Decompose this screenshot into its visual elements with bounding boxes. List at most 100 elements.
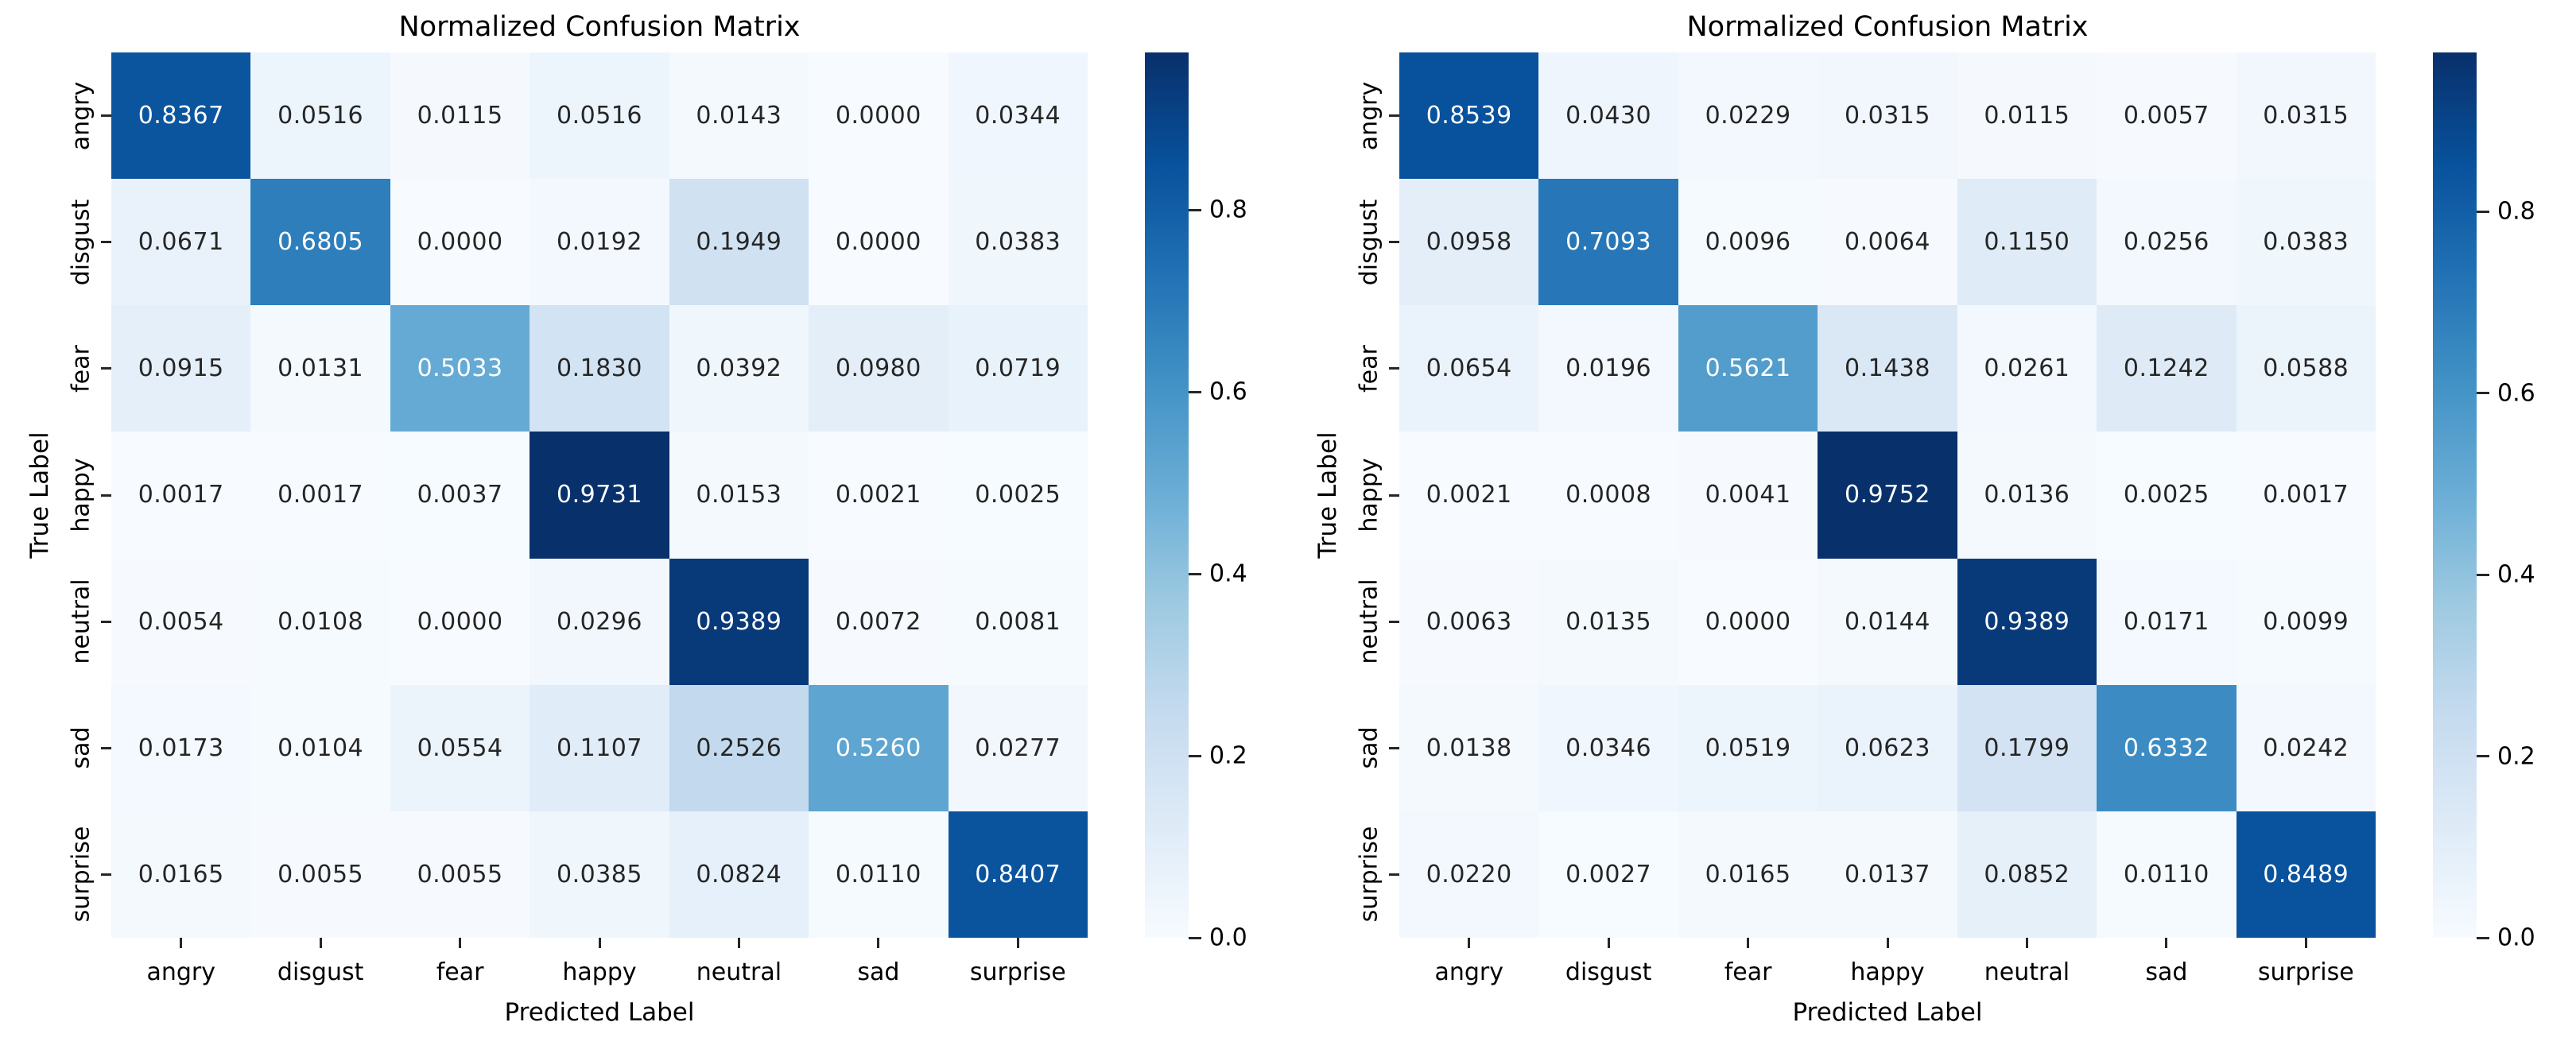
- chart-title: Normalized Confusion Matrix: [1686, 11, 2089, 43]
- heatmap-cell: 0.0017: [2236, 432, 2376, 559]
- heatmap-cell: 0.0021: [809, 432, 949, 559]
- x-tick-mark: [459, 938, 462, 948]
- x-tick-mark: [2165, 938, 2168, 948]
- y-tick-label: surprise: [1355, 826, 1383, 923]
- y-tick-mark: [101, 746, 111, 749]
- y-tick-mark: [101, 241, 111, 244]
- heatmap-cell: 0.8407: [948, 811, 1088, 938]
- heatmap-cell: 0.9752: [1818, 432, 1957, 559]
- heatmap-cell: 0.0000: [809, 179, 949, 306]
- x-tick-mark: [180, 938, 183, 948]
- heatmap-cell: 0.0081: [948, 558, 1088, 685]
- heatmap-cell: 0.0344: [948, 52, 1088, 180]
- heatmap-cell: 0.0008: [1538, 432, 1678, 559]
- x-tick-label: sad: [2145, 958, 2188, 986]
- colorbar-tick-label: 0.0: [2497, 923, 2535, 952]
- heatmap-cell: 0.0196: [1538, 305, 1678, 432]
- heatmap-cell: 0.0980: [809, 305, 949, 432]
- colorbar-tick-mark: [2477, 573, 2489, 576]
- x-tick-label: sad: [857, 958, 900, 986]
- heatmap-cell: 0.0383: [2236, 179, 2376, 306]
- heatmap-cell: 0.0315: [1818, 52, 1957, 180]
- y-tick-mark: [1389, 114, 1399, 118]
- colorbar-tick-mark: [1189, 754, 1201, 757]
- colorbar-tick-label: 0.6: [2497, 379, 2535, 408]
- y-tick-label: sad: [67, 726, 95, 769]
- colorbar-tick-mark: [1189, 390, 1201, 393]
- y-tick-label: fear: [67, 344, 95, 393]
- heatmap-cell: 0.6805: [250, 179, 390, 306]
- y-axis-label: True Label: [1313, 432, 1342, 559]
- colorbar-tick-mark: [1189, 936, 1201, 939]
- x-axis-label: Predicted Label: [1792, 998, 1983, 1027]
- heatmap-cell: 0.0654: [1399, 305, 1539, 432]
- confusion-matrix-panel-right: Normalized Confusion Matrix True Label P…: [1288, 0, 2576, 1049]
- heatmap-cell: 0.0115: [390, 52, 530, 180]
- colorbar: [2433, 52, 2477, 938]
- heatmap-cell: 0.0383: [948, 179, 1088, 306]
- colorbar-tick-mark: [2477, 210, 2489, 213]
- heatmap-cell: 0.7093: [1538, 179, 1678, 306]
- x-axis-label: Predicted Label: [504, 998, 695, 1027]
- colorbar-tick-label: 0.8: [2497, 197, 2535, 226]
- y-tick-mark: [101, 494, 111, 497]
- heatmap-cell: 0.1799: [1957, 684, 2097, 811]
- heatmap-grid: 0.8539 0.0430 0.0229 0.0315 0.0115 0.0057 0.03…: [1399, 52, 2376, 938]
- heatmap-cell: 0.0296: [530, 558, 669, 685]
- y-tick-label: sad: [1355, 726, 1383, 769]
- x-tick-label: neutral: [1984, 958, 2070, 986]
- heatmap-cell: 0.0277: [948, 684, 1088, 811]
- heatmap-cell: 0.0824: [669, 811, 809, 938]
- heatmap-cell: 0.0385: [530, 811, 669, 938]
- heatmap-cell: 0.0025: [2097, 432, 2237, 559]
- heatmap-cell: 0.0852: [1957, 811, 2097, 938]
- x-tick-label: neutral: [696, 958, 782, 986]
- x-tick-label: disgust: [1565, 958, 1652, 986]
- heatmap-cell: 0.0096: [1678, 179, 1818, 306]
- heatmap-cell: 0.0138: [1399, 684, 1539, 811]
- heatmap-cell: 0.1150: [1957, 179, 2097, 306]
- y-tick-label: happy: [67, 458, 95, 532]
- colorbar: [1145, 52, 1189, 938]
- x-tick-mark: [737, 938, 740, 948]
- heatmap-cell: 0.0261: [1957, 305, 2097, 432]
- y-tick-mark: [101, 873, 111, 876]
- y-tick-label: disgust: [67, 199, 95, 285]
- y-tick-mark: [1389, 367, 1399, 370]
- heatmap-cell: 0.0000: [390, 179, 530, 306]
- heatmap-cell: 0.1242: [2097, 305, 2237, 432]
- heatmap-cell: 0.0143: [669, 52, 809, 180]
- heatmap-cell: 0.1107: [530, 684, 669, 811]
- y-tick-mark: [101, 114, 111, 118]
- x-tick-label: angry: [146, 958, 215, 986]
- heatmap-cell: 0.0041: [1678, 432, 1818, 559]
- heatmap-cell: 0.0057: [2097, 52, 2237, 180]
- heatmap-cell: 0.1949: [669, 179, 809, 306]
- heatmap-cell: 0.0063: [1399, 558, 1539, 685]
- x-tick-mark: [1747, 938, 1750, 948]
- x-tick-label: fear: [436, 958, 484, 986]
- heatmap-cell: 0.0072: [809, 558, 949, 685]
- heatmap-cell: 0.0165: [1678, 811, 1818, 938]
- heatmap-cell: 0.0153: [669, 432, 809, 559]
- heatmap-cell: 0.6332: [2097, 684, 2237, 811]
- colorbar-tick-label: 0.2: [2497, 742, 2535, 771]
- y-tick-mark: [101, 367, 111, 370]
- heatmap-cell: 0.0099: [2236, 558, 2376, 685]
- heatmap-cell: 0.0131: [250, 305, 390, 432]
- colorbar-tick-mark: [2477, 755, 2489, 758]
- heatmap-cell: 0.5621: [1678, 305, 1818, 432]
- heatmap-cell: 0.0064: [1818, 179, 1957, 306]
- y-tick-mark: [1389, 241, 1399, 244]
- heatmap-cell: 0.0171: [2097, 558, 2237, 685]
- heatmap-cell: 0.1830: [530, 305, 669, 432]
- colorbar-tick-label: 0.4: [1209, 559, 1247, 588]
- chart-title: Normalized Confusion Matrix: [398, 11, 801, 43]
- y-tick-mark: [101, 620, 111, 623]
- x-tick-mark: [877, 938, 880, 948]
- heatmap-cell: 0.0220: [1399, 811, 1539, 938]
- heatmap-cell: 0.0135: [1538, 558, 1678, 685]
- heatmap-cell: 0.0025: [948, 432, 1088, 559]
- x-tick-mark: [598, 938, 601, 948]
